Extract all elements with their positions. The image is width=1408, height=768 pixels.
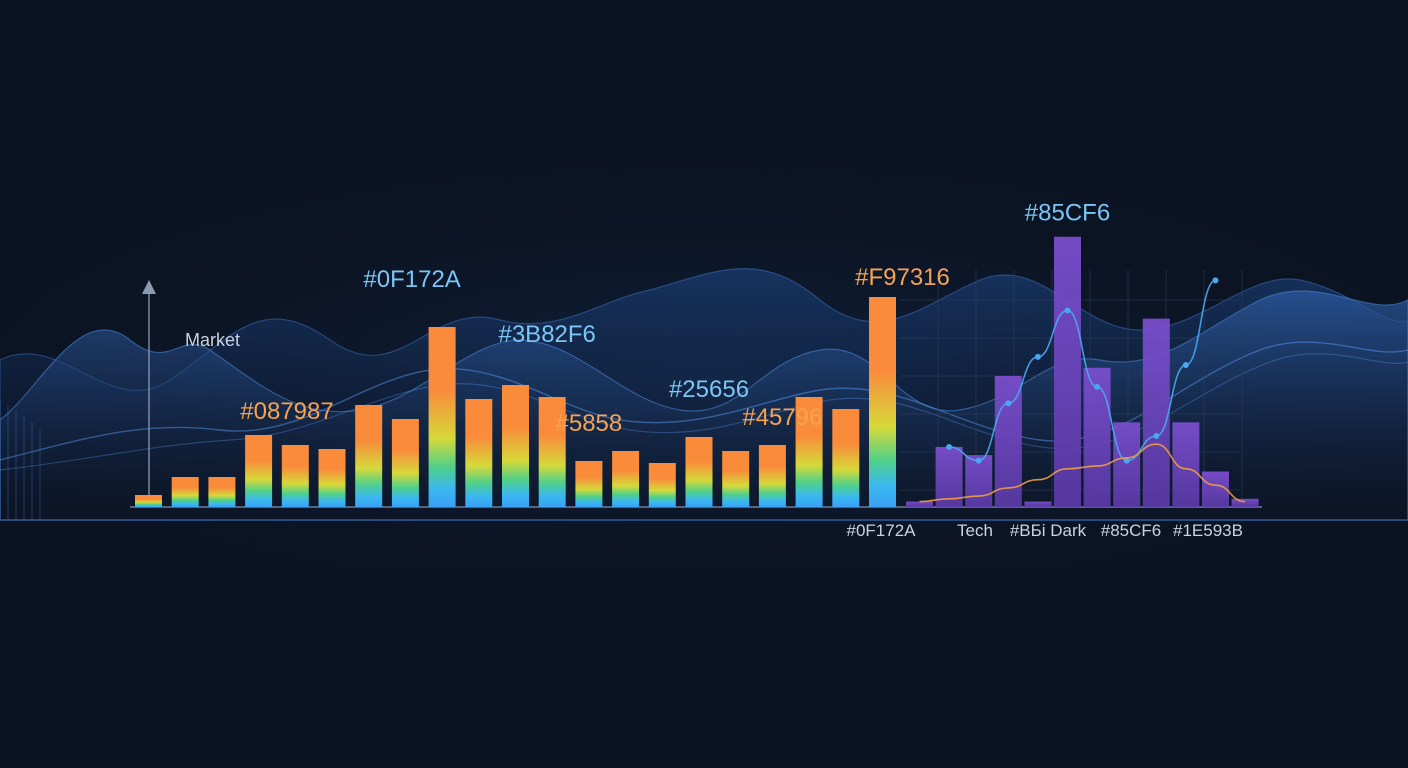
wave-front-line	[0, 341, 1408, 461]
blue-line-point	[975, 457, 982, 464]
left-bar	[135, 495, 162, 507]
x-tick-label: Tech	[957, 521, 993, 540]
annotation-label: #85CF6	[1025, 200, 1110, 227]
annotation-label: #0F172A	[363, 266, 460, 293]
annotation-label: #5858	[556, 410, 623, 437]
right-bar	[1231, 498, 1259, 507]
left-bar	[538, 397, 566, 507]
annotation-label: #45796	[742, 404, 822, 431]
annotations: #0F172A #087987 #3B82F6 #25656 #5858 #45796 #F…	[240, 200, 1110, 437]
left-bar	[318, 449, 346, 507]
left-bar-series	[135, 297, 896, 507]
left-bar	[281, 445, 309, 507]
left-bar	[612, 451, 640, 507]
right-bar	[1202, 471, 1229, 507]
x-tick-label: #BБi Dark	[1010, 521, 1087, 540]
blue-line	[949, 279, 1216, 462]
left-bar	[465, 399, 493, 507]
x-tick-label: #1E593B	[1173, 521, 1243, 540]
right-bar	[994, 375, 1022, 507]
left-bar	[832, 409, 860, 507]
right-bar	[906, 501, 933, 507]
right-bar	[935, 446, 963, 507]
blue-line-point	[1034, 353, 1041, 360]
annotation-label: #3B82F6	[498, 321, 595, 348]
blue-line-point	[1153, 433, 1160, 440]
left-bar	[245, 435, 273, 507]
left-bar	[171, 477, 199, 507]
right-bar	[1054, 236, 1081, 508]
left-bar	[575, 461, 603, 507]
annotation-label: #25656	[669, 376, 749, 403]
left-bar	[502, 385, 529, 507]
blue-line-point	[946, 443, 953, 450]
left-bar	[722, 451, 750, 507]
left-bar	[795, 397, 823, 507]
blue-line-point	[1094, 383, 1101, 390]
left-bar	[208, 477, 236, 507]
blue-line-point	[1064, 307, 1071, 314]
orange-line	[919, 443, 1246, 503]
wave-hatch-left	[0, 400, 41, 520]
left-bar	[391, 419, 419, 507]
left-bar	[648, 463, 676, 507]
x-tick-labels: #0F172A Tech #BБi Dark #85CF6 #1E593B	[847, 521, 1243, 540]
y-axis-arrow-icon	[142, 280, 156, 294]
blue-line-point	[1212, 277, 1219, 284]
right-bar	[1024, 501, 1052, 507]
right-bar	[965, 455, 993, 507]
right-bar-series	[906, 236, 1259, 508]
left-bar	[758, 445, 786, 507]
annotation-label: #F97316	[855, 264, 950, 291]
left-bar	[869, 297, 896, 507]
x-tick-label: #85CF6	[1101, 521, 1161, 540]
right-bar	[1083, 367, 1111, 507]
left-bar	[685, 437, 713, 507]
blue-line-point	[1123, 457, 1130, 464]
left-bar	[355, 405, 383, 507]
y-axis-label: Market	[185, 330, 240, 350]
blue-line-point	[1182, 362, 1189, 369]
right-bar	[1142, 318, 1170, 507]
right-bar	[1113, 422, 1141, 507]
right-line-series	[919, 277, 1246, 503]
left-bar	[428, 327, 456, 507]
blue-line-point	[1005, 400, 1012, 407]
annotation-label: #087987	[240, 398, 333, 425]
x-tick-label: #0F172A	[847, 521, 917, 540]
